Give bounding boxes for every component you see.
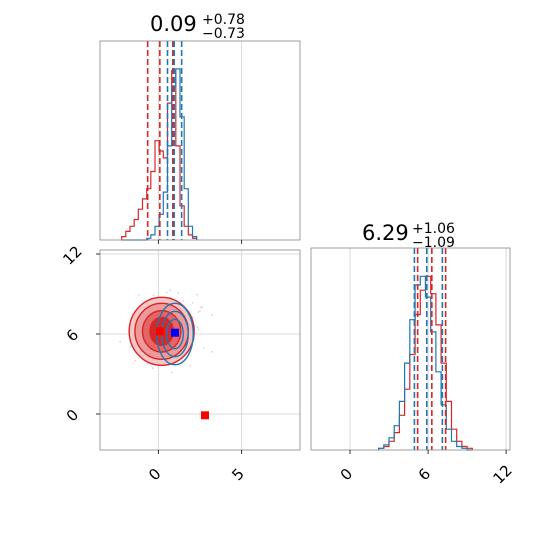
panel-frame	[99, 249, 301, 451]
sample-point	[129, 345, 132, 348]
marginal-histogram-x: 0.09 +0.78 −0.73	[99, 12, 301, 244]
y-tick-label: 0	[63, 406, 82, 425]
panel-frame	[310, 247, 511, 451]
x-tick-label: 12	[489, 461, 515, 487]
sample-point	[152, 367, 154, 370]
sample-point	[152, 294, 155, 296]
x-tick-label: 5	[228, 465, 247, 484]
sample-point	[177, 292, 179, 294]
sample-point	[182, 300, 185, 302]
histogram-step-blue	[378, 275, 473, 451]
title-y-lower-error: −1.09	[412, 235, 455, 251]
x-tick-label: 0	[337, 465, 356, 484]
y-tick-label: 12	[59, 242, 85, 268]
sample-point	[191, 301, 194, 304]
sample-point	[169, 289, 172, 292]
x-tick-label: 6	[415, 465, 434, 484]
sample-point	[197, 311, 200, 313]
sample-point	[119, 340, 122, 343]
blue-contour-level	[165, 318, 184, 350]
sample-point	[197, 328, 200, 331]
sample-point	[165, 291, 168, 294]
title-x-lower-error: −0.73	[202, 26, 245, 42]
panel-frame	[99, 40, 301, 241]
sample-point	[202, 347, 205, 349]
title-x-upper-error: +0.78	[202, 12, 245, 28]
marker-red	[201, 411, 209, 420]
title-x-value: 0.09	[150, 12, 197, 36]
title-y-upper-error: +1.06	[412, 221, 455, 237]
joint-contour-panel: 0 5 0 6 12	[59, 242, 301, 484]
sample-point	[201, 306, 204, 309]
sample-point	[189, 364, 192, 367]
sample-point	[137, 294, 140, 296]
sample-point	[134, 359, 137, 362]
title-y-value: 6.29	[362, 221, 409, 245]
y-tick-label: 6	[63, 326, 82, 345]
sample-point	[146, 363, 149, 365]
sample-point	[196, 293, 198, 296]
sample-point	[170, 371, 173, 374]
sample-point	[196, 326, 199, 329]
sample-point	[211, 314, 213, 316]
marker-red	[156, 327, 164, 336]
sample-point	[199, 310, 201, 312]
marker-blue	[171, 328, 179, 337]
sample-point	[192, 316, 194, 319]
histogram-step-red	[378, 275, 473, 450]
sample-point	[210, 350, 213, 353]
marginal-histogram-y: 6.29 +1.06 −1.09 0 6 12	[310, 221, 516, 488]
x-tick-label: 0	[145, 465, 164, 484]
sample-point	[199, 306, 202, 309]
